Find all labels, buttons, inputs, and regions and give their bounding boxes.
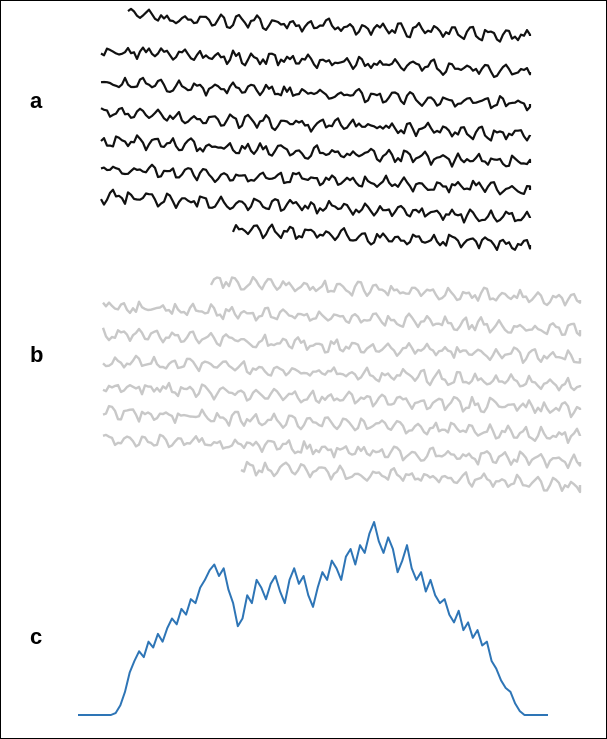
panel-label: a [30,88,43,113]
panel-label: b [30,342,43,367]
figure: a b c [0,0,607,739]
figure-border [1,1,607,739]
panel-label: c [30,624,42,649]
